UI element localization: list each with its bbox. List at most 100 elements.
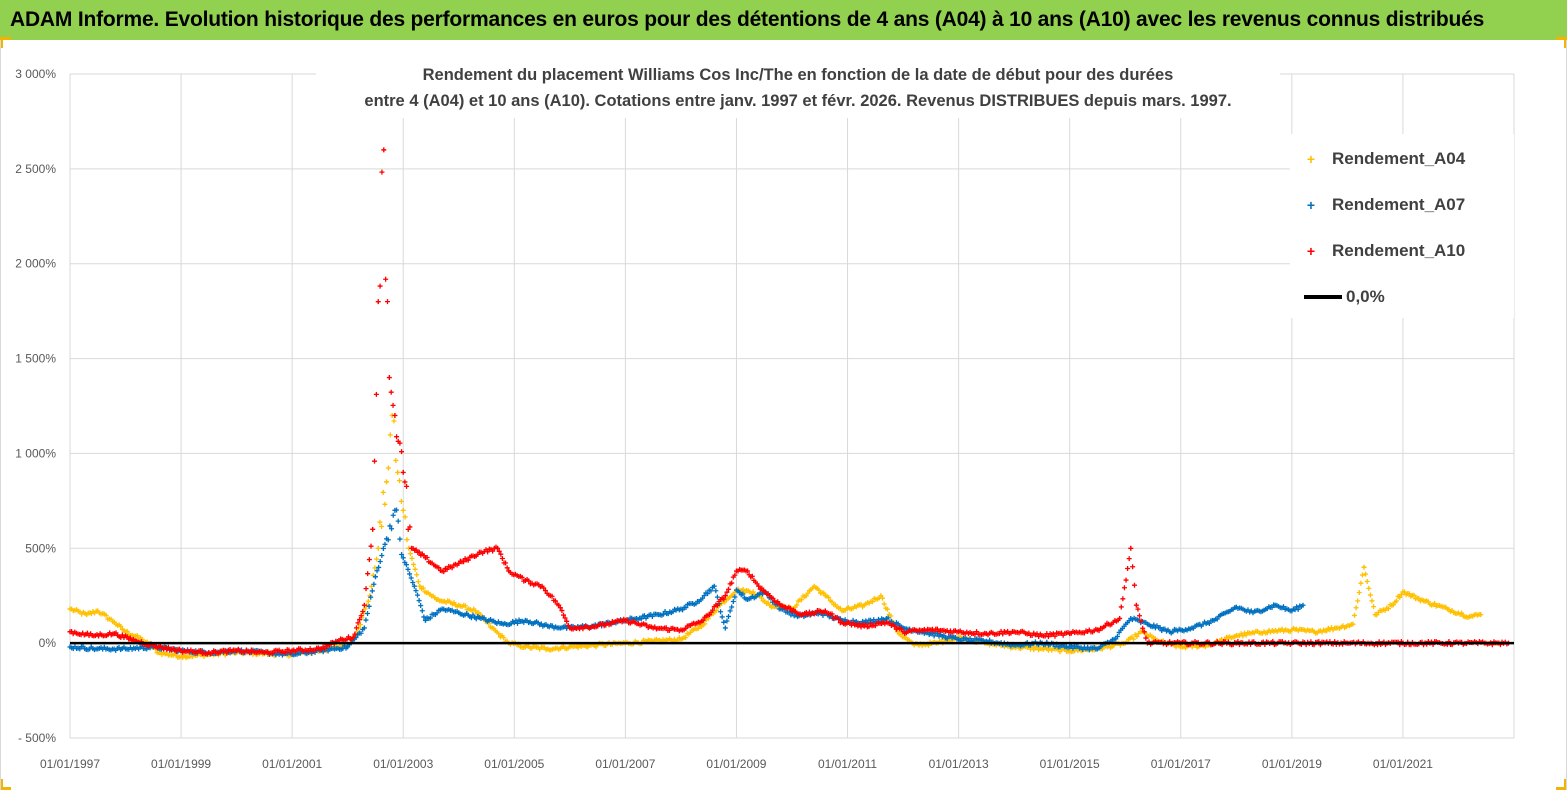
data-point xyxy=(1281,604,1287,610)
data-point xyxy=(1114,633,1120,639)
data-point xyxy=(1010,628,1016,634)
data-point xyxy=(407,524,413,530)
data-point xyxy=(363,586,369,592)
data-point xyxy=(385,465,391,471)
data-point xyxy=(449,565,455,571)
data-point xyxy=(395,518,401,524)
data-point xyxy=(759,585,765,591)
data-point xyxy=(397,440,403,446)
data-point xyxy=(641,613,647,619)
data-point xyxy=(451,600,457,606)
data-point xyxy=(382,501,388,507)
data-point xyxy=(1371,604,1377,610)
y-tick-label: - 500% xyxy=(18,731,56,745)
data-point xyxy=(490,548,496,554)
data-point xyxy=(1402,589,1408,595)
data-point xyxy=(1240,633,1246,639)
data-point xyxy=(892,623,898,629)
data-point xyxy=(416,549,422,555)
data-point xyxy=(1130,564,1136,570)
data-point xyxy=(498,551,504,557)
data-point xyxy=(724,618,730,624)
data-point xyxy=(88,631,94,637)
data-point xyxy=(732,572,738,578)
data-point xyxy=(1138,618,1144,624)
data-point xyxy=(726,586,732,592)
data-point xyxy=(416,598,422,604)
data-point xyxy=(349,636,355,642)
data-point xyxy=(1355,598,1361,604)
data-point xyxy=(683,605,689,611)
data-point xyxy=(888,613,894,619)
data-point xyxy=(1131,636,1137,642)
x-tick-label: 01/01/2013 xyxy=(929,757,989,771)
data-point xyxy=(754,581,760,587)
data-point xyxy=(353,625,359,631)
legend-item-a10: + Rendement_A10 xyxy=(1290,238,1465,264)
data-point xyxy=(476,549,482,555)
data-point xyxy=(365,571,371,577)
data-point xyxy=(748,590,754,596)
data-point xyxy=(118,623,124,629)
data-point xyxy=(562,615,568,621)
data-point xyxy=(485,549,491,555)
data-point xyxy=(624,617,630,623)
data-point xyxy=(941,632,947,638)
data-point xyxy=(799,597,805,603)
data-point xyxy=(749,573,755,579)
legend-item-a04: + Rendement_A04 xyxy=(1290,146,1465,172)
legend-item-a07: + Rendement_A07 xyxy=(1290,192,1465,218)
data-point xyxy=(700,595,706,601)
x-tick-label: 01/01/2007 xyxy=(595,757,655,771)
data-point xyxy=(384,299,390,305)
x-tick-label: 01/01/2021 xyxy=(1373,757,1433,771)
data-point xyxy=(410,579,416,585)
data-point xyxy=(381,147,387,153)
banner: ADAM Informe. Evolution historique des p… xyxy=(0,0,1567,40)
data-point xyxy=(1052,633,1058,639)
chart-title-line2: entre 4 (A04) et 10 ans (A10). Cotations… xyxy=(364,92,1232,110)
data-point xyxy=(543,621,549,627)
data-point xyxy=(379,169,385,175)
data-point xyxy=(374,556,380,562)
data-point xyxy=(415,579,421,585)
data-point xyxy=(1309,627,1315,633)
data-point xyxy=(388,389,394,395)
data-point xyxy=(389,526,395,532)
data-point xyxy=(461,559,467,565)
data-point xyxy=(390,402,396,408)
data-point xyxy=(422,617,428,623)
data-point xyxy=(1210,617,1216,623)
data-point xyxy=(885,606,891,612)
data-point xyxy=(441,569,447,575)
data-point xyxy=(224,650,230,656)
corner-mark xyxy=(0,37,11,48)
data-point xyxy=(437,607,443,613)
data-point xyxy=(740,591,746,597)
data-point xyxy=(821,590,827,596)
data-point xyxy=(676,628,682,634)
data-point xyxy=(721,596,727,602)
data-point xyxy=(360,626,366,632)
data-point xyxy=(409,555,415,561)
chart-grid xyxy=(69,73,1515,739)
data-point xyxy=(1369,598,1375,604)
data-point xyxy=(1123,577,1129,583)
data-point xyxy=(1134,633,1140,639)
data-point xyxy=(1141,629,1147,635)
data-point xyxy=(397,478,403,484)
data-point xyxy=(1128,545,1134,551)
data-point xyxy=(1214,616,1220,622)
data-point xyxy=(821,609,827,615)
data-point xyxy=(377,283,383,289)
data-point xyxy=(521,578,527,584)
data-point xyxy=(499,555,505,561)
data-point xyxy=(729,604,735,610)
data-point xyxy=(1359,572,1365,578)
data-point xyxy=(402,514,408,520)
data-point xyxy=(1443,604,1449,610)
series-rendement-a07 xyxy=(67,507,1306,658)
data-point xyxy=(1352,612,1358,618)
data-point xyxy=(366,557,372,563)
data-point xyxy=(565,645,571,651)
